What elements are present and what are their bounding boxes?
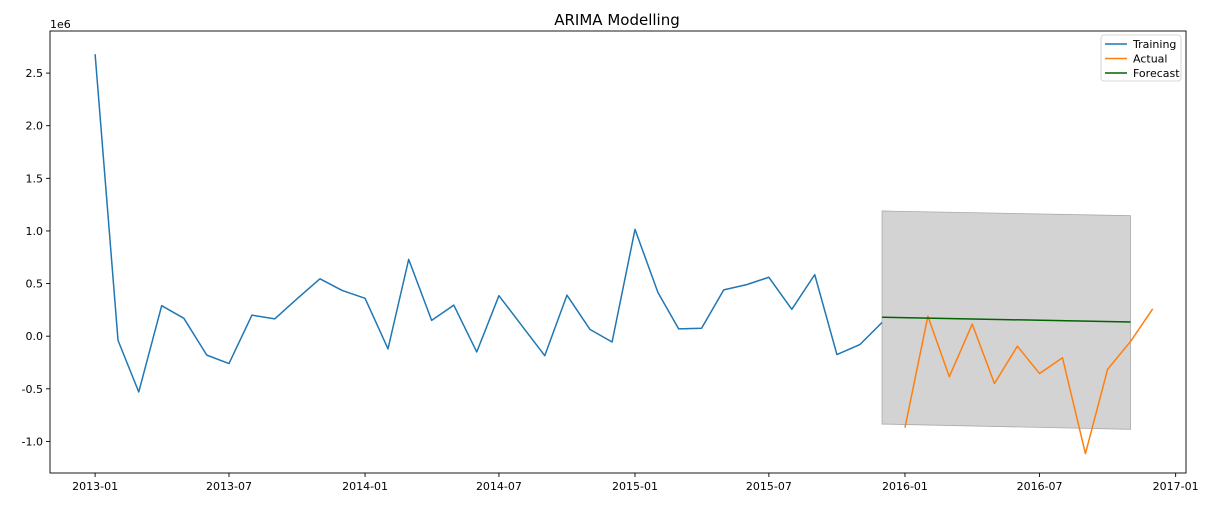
legend-label-training: Training: [1132, 38, 1176, 51]
y-tick-label: 0.5: [26, 278, 44, 291]
series-actual-line: [904, 308, 1154, 455]
x-tick-label: 2014-07: [476, 480, 522, 493]
series-forecast-line: [882, 316, 1131, 323]
y-tick-label: 2.0: [26, 120, 44, 133]
y-tick-label: 1.5: [26, 172, 44, 185]
axes: -1.0 -0.5 0.0 0.5 1.0 1.5 2.0 2.5 2013-01 2013-07…: [22, 30, 1199, 493]
y-tick-label: -0.5: [22, 383, 43, 396]
x-tick-label: 2015-07: [746, 480, 792, 493]
x-tick-label: 2013-01: [72, 480, 118, 493]
x-tick-label: 2014-01: [342, 480, 388, 493]
x-tick-label: 2016-07: [1017, 480, 1063, 493]
legend-label-actual: Actual: [1133, 53, 1167, 66]
legend-label-forecast: Forecast: [1133, 67, 1180, 80]
y-tick-label: -1.0: [22, 435, 43, 448]
y-offset-label: 1e6: [50, 18, 71, 31]
chart-title: ARIMA Modelling: [554, 11, 679, 29]
plot-frame: [49, 30, 1187, 474]
y-tick-label: 2.5: [26, 67, 44, 80]
plot-area: [94, 54, 1154, 455]
x-tick-label: 2015-01: [612, 480, 658, 493]
y-tick-label: 0.0: [26, 330, 44, 343]
series-training-line: [94, 54, 883, 393]
legend-box: [1100, 34, 1182, 82]
x-tick-label: 2017-01: [1153, 480, 1199, 493]
x-tick-label: 2016-01: [882, 480, 928, 493]
x-tick-label: 2013-07: [206, 480, 252, 493]
y-tick-label: 1.0: [26, 225, 44, 238]
